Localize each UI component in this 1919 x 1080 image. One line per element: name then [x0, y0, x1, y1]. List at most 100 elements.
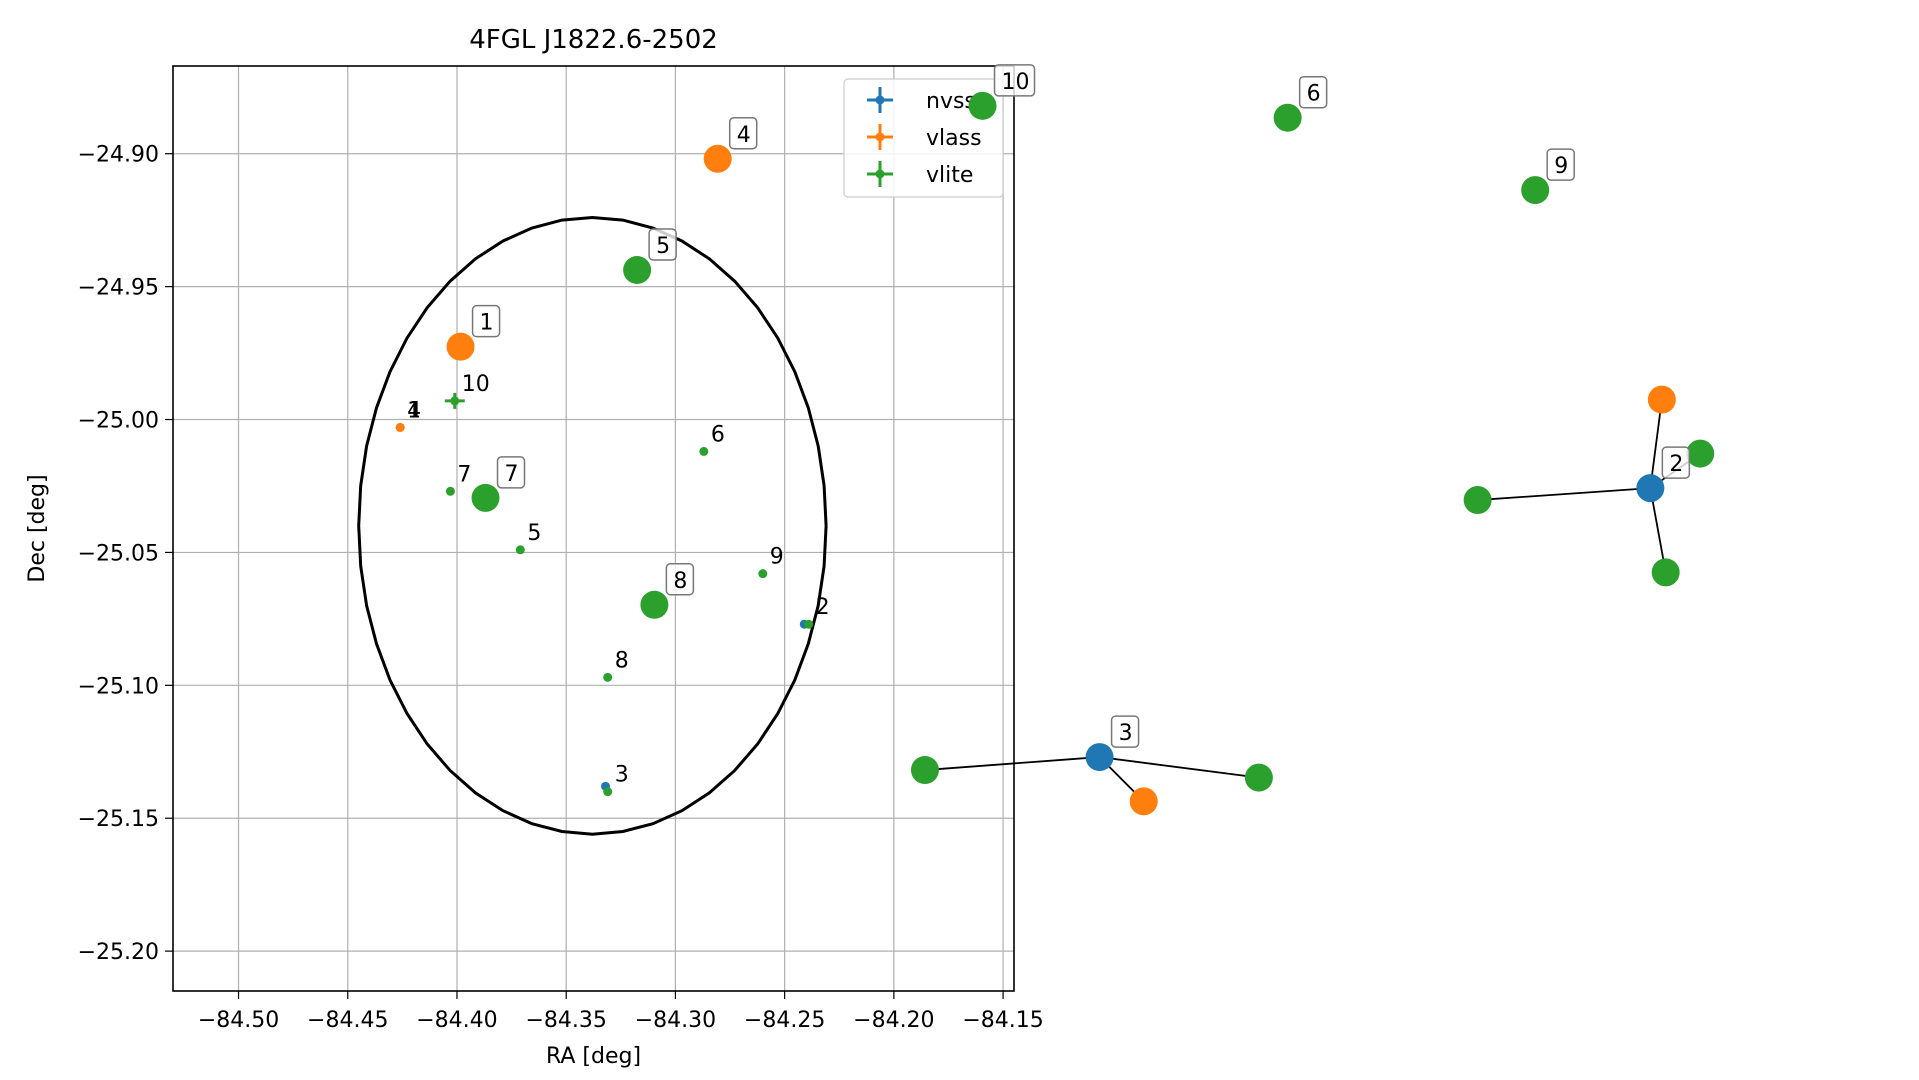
vlite-point [603, 672, 613, 682]
network-node [1686, 439, 1715, 468]
network-node [640, 590, 669, 619]
node-label-group: 9 [1546, 148, 1575, 181]
legend-marker-dot [875, 169, 885, 179]
node-label-box [1661, 446, 1691, 479]
node-label-box [1110, 715, 1140, 748]
node-label: 4 [737, 123, 751, 148]
legend-label: nvss [926, 89, 976, 114]
node-label-group: 5 [648, 228, 677, 261]
point-label: 7 [457, 462, 471, 487]
y-ticks: −24.90 −24.95 −25.00 −25.05 −25.10 −25.15 −25.… [78, 143, 173, 965]
node-label-group: 10 [993, 64, 1036, 97]
x-tick-label: −84.30 [635, 1008, 716, 1033]
chart-title: 4FGL J1822.6-2502 [469, 25, 718, 55]
node-label: 9 [1554, 154, 1568, 179]
x-axis-label: RA [deg] [546, 1044, 641, 1069]
node-label: 1 [480, 311, 494, 336]
node-label-box [1298, 75, 1328, 109]
vlite-point [804, 619, 814, 629]
network-node [1244, 763, 1273, 792]
x-tick-label: −84.35 [525, 1008, 606, 1033]
legend-items: nvss vlass vlite [867, 87, 982, 188]
x-ticks: −84.50 −84.45 −84.40 −84.35 −84.30 −84.25 −84.… [198, 991, 1044, 1033]
node-label-group: 8 [665, 563, 695, 596]
network-node [1129, 787, 1158, 816]
y-tick-label: −25.05 [78, 541, 159, 566]
node-label-group: 3 [1110, 715, 1140, 748]
point-labels: 14 10 7 5 6 9 2 8 3 [407, 372, 829, 788]
legend-box [843, 78, 1004, 198]
node-label-box [1546, 148, 1575, 181]
point-label: 5 [527, 521, 541, 546]
network-node [1651, 558, 1680, 587]
x-tick-label: −84.40 [416, 1008, 497, 1033]
point-label: 1 [407, 398, 421, 423]
point-label: 2 [816, 595, 830, 620]
network-node [1085, 743, 1114, 772]
network-node-labels: 2 3 10 6 4 9 5 1 7 8 [471, 64, 1691, 748]
network-node [471, 483, 500, 512]
network-nodes [446, 91, 1715, 816]
node-label-group: 1 [471, 304, 501, 338]
node-label-box [728, 117, 758, 150]
error-ellipse-layer [357, 215, 828, 836]
legend-marker-dot [875, 132, 885, 142]
point-label: 4 [407, 398, 421, 423]
network-node [1521, 176, 1550, 205]
y-axis-label: Dec [deg] [25, 474, 50, 582]
point-label: 9 [770, 545, 784, 570]
node-label-box [665, 563, 695, 596]
legend-label: vlite [926, 163, 973, 188]
y-tick-label: −25.15 [78, 807, 159, 832]
node-label: 7 [505, 462, 519, 487]
vlite-point [445, 486, 455, 496]
network-node [1273, 103, 1302, 132]
y-tick-label: −25.00 [78, 409, 159, 434]
node-label: 6 [1307, 82, 1321, 107]
node-label-box [648, 228, 677, 261]
legend: nvss vlass vlite [843, 78, 1004, 198]
y-tick-label: −24.90 [78, 143, 159, 168]
network-edge [1649, 399, 1663, 489]
point-label: 3 [615, 763, 629, 788]
network-node [910, 756, 939, 785]
network-node [1463, 486, 1492, 515]
x-tick-label: −84.15 [962, 1008, 1043, 1033]
node-label: 2 [1669, 452, 1683, 477]
node-label: 10 [1002, 70, 1030, 95]
network-node [1636, 474, 1665, 503]
plot-frame [172, 65, 1015, 992]
network-edge [924, 756, 1100, 771]
x-tick-label: −84.45 [307, 1008, 388, 1033]
x-tick-label: −84.50 [198, 1008, 279, 1033]
vlite-point [515, 545, 525, 555]
node-label-box [496, 456, 526, 489]
y-tick-label: −25.20 [78, 940, 159, 965]
network-edge [1099, 756, 1259, 779]
data-points [395, 392, 814, 797]
node-label-box [471, 304, 501, 338]
network-node [703, 144, 732, 173]
vlite-point [699, 446, 709, 456]
network-panel: 2 3 10 6 4 9 5 1 7 8 [446, 64, 1715, 816]
vlite-point [603, 787, 613, 797]
y-tick-label: −25.10 [78, 674, 159, 699]
node-label: 8 [673, 569, 687, 594]
point-label: 8 [615, 648, 629, 673]
legend-label: vlass [926, 126, 982, 151]
y-tick-label: −24.95 [78, 276, 159, 301]
network-edge [1477, 487, 1651, 501]
point-label: 6 [711, 422, 725, 447]
point-label: 10 [462, 372, 490, 397]
node-label-group: 4 [728, 117, 758, 150]
node-label-group: 6 [1298, 75, 1328, 109]
x-tick-label: −84.25 [744, 1008, 825, 1033]
network-node [623, 256, 652, 284]
node-label: 5 [656, 234, 670, 259]
node-label-group: 2 [1661, 446, 1691, 479]
error-ellipse [357, 215, 828, 836]
grid-lines [173, 66, 1014, 991]
network-node [968, 91, 997, 120]
